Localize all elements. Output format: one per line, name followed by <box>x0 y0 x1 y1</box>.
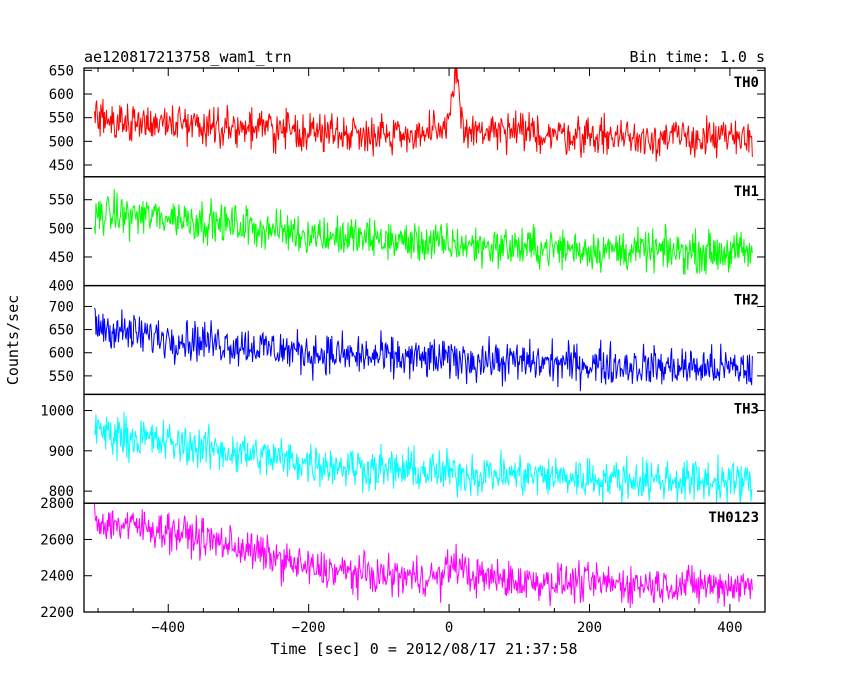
y-tick-label: 2800 <box>40 496 74 512</box>
panel-th3: 800 900 1000 TH3 <box>40 393 766 504</box>
y-tick-label: 500 <box>49 221 74 237</box>
y-tick-label: 900 <box>49 444 74 460</box>
panel-label-th0: TH0 <box>734 75 759 91</box>
y-tick-label: 600 <box>49 87 74 103</box>
x-tick-label: −400 <box>151 620 185 636</box>
y-tick-label: 2600 <box>40 532 74 548</box>
y-tick-label: 800 <box>49 484 74 500</box>
y-tick-label: 450 <box>49 158 74 174</box>
panel-frame <box>83 502 766 613</box>
figure-title: ae120817213758_wam1_trn <box>84 48 292 66</box>
panel-th2: 550 600 650 700 TH2 <box>49 284 766 396</box>
panel-label-th0123: TH0123 <box>708 510 759 526</box>
y-tick-label: 600 <box>49 346 74 362</box>
series-line-th2 <box>94 307 753 392</box>
x-tick-label: 0 <box>445 620 453 636</box>
panel-th0: 450 500 550 600 650 TH0 <box>49 63 766 178</box>
y-tick-label: 450 <box>49 250 74 266</box>
x-tick-label: 200 <box>577 620 602 636</box>
panel-label-th3: TH3 <box>734 401 759 417</box>
y-tick-label: 650 <box>49 63 74 79</box>
y-tick-label: 650 <box>49 323 74 339</box>
y-tick-label: 1000 <box>40 404 74 420</box>
panels-group: 450 500 550 600 650 TH0 400 450 500 550 TH1 550 600 6… <box>40 63 766 621</box>
y-tick-label: 2400 <box>40 569 74 585</box>
series-line-th0 <box>94 68 753 162</box>
x-tick-label: 400 <box>717 620 742 636</box>
panel-th1: 400 450 500 550 TH1 <box>49 176 766 295</box>
panel-frame <box>83 176 766 287</box>
panel-label-th2: TH2 <box>734 293 759 309</box>
y-tick-label: 700 <box>49 299 74 315</box>
panel-label-th1: TH1 <box>734 184 759 200</box>
x-axis: −400 −200 0 200 400 <box>97 68 743 636</box>
bin-time-label: Bin time: 1.0 s <box>630 48 765 66</box>
series-line-th3 <box>94 411 753 504</box>
y-tick-label: 2200 <box>40 605 74 621</box>
series-line-th1 <box>94 189 753 275</box>
y-tick-label: 400 <box>49 279 74 295</box>
y-tick-label: 550 <box>49 369 74 385</box>
panel-th0123: 2200 2400 2600 2800 TH0123 <box>40 496 766 621</box>
x-tick-label: −200 <box>292 620 326 636</box>
series-line-th0123 <box>94 503 753 608</box>
y-tick-label: 550 <box>49 111 74 127</box>
y-tick-label: 500 <box>49 134 74 150</box>
y-axis-title: Counts/sec <box>4 295 22 385</box>
x-axis-title: Time [sec] 0 = 2012/08/17 21:37:58 <box>270 640 577 658</box>
y-tick-label: 550 <box>49 193 74 209</box>
